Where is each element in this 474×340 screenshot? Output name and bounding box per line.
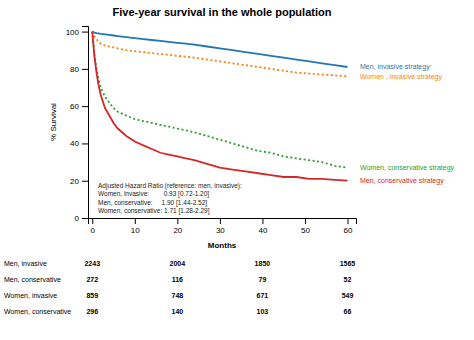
x-tick-mark <box>305 218 306 224</box>
x-tick-label: 30 <box>216 226 225 235</box>
y-tick: 20 <box>70 177 88 186</box>
annotations: Adjusted Hazard Ratio (reference: men, i… <box>98 182 242 216</box>
series-label: Men, invasive strategy <box>360 63 430 71</box>
annotation: Men, conservative: 1.90 [1.44-2.52] <box>98 199 207 207</box>
y-tick-mark <box>82 106 88 107</box>
risk-value: 748 <box>171 292 183 299</box>
x-tick: 30 <box>216 218 225 235</box>
x-tick-label: 10 <box>131 226 140 235</box>
x-tick-label: 20 <box>173 226 182 235</box>
y-tick-mark <box>82 218 88 219</box>
risk-value: 66 <box>344 308 352 315</box>
y-axis-line <box>82 27 89 219</box>
risk-value: 52 <box>344 276 352 283</box>
risk-value: 1850 <box>255 260 271 267</box>
y-tick: 80 <box>70 65 88 74</box>
series-line <box>92 32 347 181</box>
y-tick-label: 80 <box>70 65 79 74</box>
risk-value: 671 <box>257 292 269 299</box>
annotation: Women, invasive: 0.93 [0.72-1.20] <box>98 190 209 198</box>
series-line <box>92 32 347 77</box>
risk-value: 103 <box>257 308 269 315</box>
x-tick-mark <box>220 218 221 224</box>
y-tick-label: 40 <box>70 139 79 148</box>
y-tick-mark <box>82 143 88 144</box>
plot-area: 0 10 20 30 40 50 60 0 20 40 60 80 100 Men, invasive s… <box>4 6 455 315</box>
x-tick: 10 <box>131 218 140 235</box>
series-labels: Men, invasive strategy Women , invasive s… <box>360 63 455 185</box>
y-tick-label: 60 <box>70 102 79 111</box>
annotation: Women, conservative: 1.71 [1.28-2.29] <box>98 207 210 215</box>
x-tick-mark <box>177 218 178 224</box>
chart-title: Five-year survival in the whole populati… <box>113 6 332 18</box>
x-tick: 50 <box>301 218 310 235</box>
risk-row-label: Men, invasive <box>4 260 47 267</box>
series-label: Women , invasive strategy <box>360 73 442 81</box>
risk-value: 1565 <box>340 260 356 267</box>
risk-value: 549 <box>342 292 354 299</box>
risk-value: 79 <box>259 276 267 283</box>
lines <box>92 32 347 181</box>
y-tick: 40 <box>70 139 88 148</box>
y-tick-mark <box>82 32 88 33</box>
y-tick: 0 <box>75 214 88 223</box>
risk-value: 140 <box>171 308 183 315</box>
risk-value: 2004 <box>170 260 186 267</box>
y-axis-title: % Survival <box>49 103 58 141</box>
y-tick: 60 <box>70 102 88 111</box>
x-tick-mark <box>92 218 93 224</box>
y-tick-label: 20 <box>70 177 79 186</box>
y-tick: 100 <box>66 28 88 37</box>
risk-row-label: Women, conservative <box>4 308 71 315</box>
risk-row-label: Men, conservative <box>4 276 61 283</box>
chart-svg: 0 10 20 30 40 50 60 0 20 40 60 80 100 Men, invasive s… <box>0 0 474 340</box>
x-tick: 60 <box>344 218 353 235</box>
risk-value: 859 <box>86 292 98 299</box>
x-tick-mark <box>262 218 263 224</box>
x-tick-label: 40 <box>258 226 267 235</box>
x-tick-mark <box>135 218 136 224</box>
risk-value: 116 <box>172 276 183 283</box>
risk-row-label: Women, invasive <box>4 292 57 299</box>
x-tick: 40 <box>258 218 267 235</box>
risk-value: 272 <box>86 276 98 283</box>
y-tick-label: 100 <box>66 28 80 37</box>
y-tick-mark <box>82 181 88 182</box>
x-tick: 0 <box>91 218 96 235</box>
annotation: Adjusted Hazard Ratio (reference: men, i… <box>98 182 242 190</box>
risk-value: 296 <box>86 308 98 315</box>
y-axis: 0 20 40 60 80 100 <box>66 27 89 224</box>
series-label: Men, conservative strategy <box>360 177 444 185</box>
x-axis-title: Months <box>208 241 237 250</box>
x-tick: 20 <box>173 218 182 235</box>
x-axis-line <box>89 219 357 225</box>
x-tick-label: 60 <box>344 226 353 235</box>
x-tick-mark <box>347 218 348 224</box>
risk-table: Men, invasive 2243 2004 1850 1565 Men, conser… <box>4 260 355 315</box>
x-tick-label: 50 <box>301 226 310 235</box>
series-label: Women, conservative strategy <box>360 164 455 172</box>
y-tick-label: 0 <box>75 214 80 223</box>
y-tick-mark <box>82 69 88 70</box>
chart-container: 0 10 20 30 40 50 60 0 20 40 60 80 100 Men, invasive s… <box>0 0 474 340</box>
x-axis: 0 10 20 30 40 50 60 <box>89 218 357 235</box>
series-line <box>92 32 347 168</box>
x-tick-label: 0 <box>91 226 96 235</box>
risk-value: 2243 <box>84 260 100 267</box>
